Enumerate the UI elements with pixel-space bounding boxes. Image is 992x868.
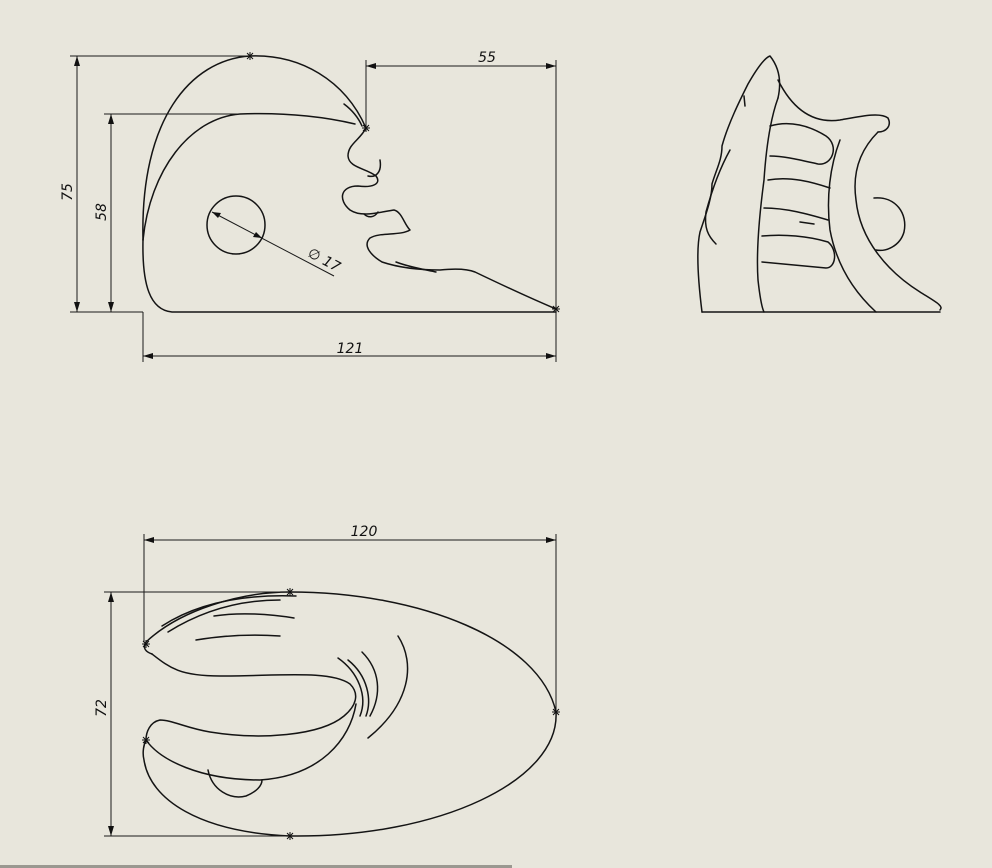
side-left-edge: [697, 55, 781, 313]
side-top-ridge: [777, 79, 890, 133]
front-base-line: [142, 239, 557, 313]
dim-121-arrow-left: [143, 353, 153, 359]
dim-height-inner: 58: [94, 203, 110, 221]
dim-hole-arrow-2: [253, 232, 262, 238]
dim-75-arrow-bottom: [74, 302, 80, 312]
side-rib-1: [769, 122, 835, 165]
dim-120-arrow-right: [546, 537, 556, 543]
top-snap-markers: [142, 588, 560, 840]
front-outer-profile: [142, 55, 367, 241]
sheet-bottom-rule: [0, 865, 512, 868]
dim-top-depth-overall: 72: [94, 699, 110, 717]
dim-121-arrow-right: [546, 353, 556, 359]
top-feather-3: [213, 613, 295, 619]
dim-hole-arrow-1: [212, 212, 221, 218]
dim-top-width: 55: [478, 50, 496, 66]
front-inner-curve: [142, 112, 356, 241]
top-feather-5: [337, 657, 364, 717]
dim-75-arrow-top: [74, 56, 80, 66]
front-hole: [206, 195, 266, 255]
side-left-mark: [743, 95, 746, 107]
top-lower-lobe: [207, 769, 263, 798]
front-beak-tip: [343, 103, 363, 127]
top-feather-6: [347, 659, 370, 717]
dim-55-arrow-right: [546, 63, 556, 69]
top-inner-lobe: [145, 653, 357, 741]
dim-120-arrow-left: [144, 537, 154, 543]
dim-72-arrow-bottom: [108, 826, 114, 836]
top-feather-7: [361, 651, 379, 717]
dim-top-width-overall: 120: [351, 524, 378, 540]
front-snap-markers: [246, 52, 560, 313]
top-upper-lip: [143, 591, 291, 655]
side-left-inner-edge: [704, 149, 731, 245]
top-view: 120 72: [94, 524, 560, 840]
side-rib-3: [763, 207, 829, 221]
dim-58-arrow-bottom: [108, 302, 114, 312]
side-rib-4: [799, 221, 815, 225]
dim-58-arrow-top: [108, 114, 114, 124]
top-feather-1: [161, 595, 297, 627]
side-right-crescent-outer: [854, 131, 942, 311]
dim-72-arrow-top: [108, 592, 114, 602]
dim-height-overall: 75: [60, 183, 76, 201]
top-outer-outline: [142, 591, 557, 837]
top-feather-2: [167, 599, 281, 633]
side-boss: [873, 197, 906, 252]
side-view: [697, 55, 942, 313]
top-feather-8: [367, 635, 409, 739]
side-rib-2: [767, 177, 831, 189]
front-mouth-detail-2: [363, 211, 379, 218]
top-lower-curve: [145, 703, 357, 781]
front-mouth-detail-3: [395, 261, 437, 273]
side-right-crescent-inner: [827, 139, 877, 313]
dim-hole-leader: [211, 211, 335, 277]
side-rib-5: [761, 234, 836, 269]
side-spine: [756, 97, 779, 313]
front-wavy-edge: [341, 127, 557, 310]
top-feather-4: [195, 634, 281, 641]
dim-55-arrow-left: [366, 63, 376, 69]
dim-width-overall: 121: [337, 341, 364, 357]
front-view: 75 58 55 ∅ 17 121: [60, 50, 560, 362]
front-mouth-detail-1: [367, 159, 382, 178]
